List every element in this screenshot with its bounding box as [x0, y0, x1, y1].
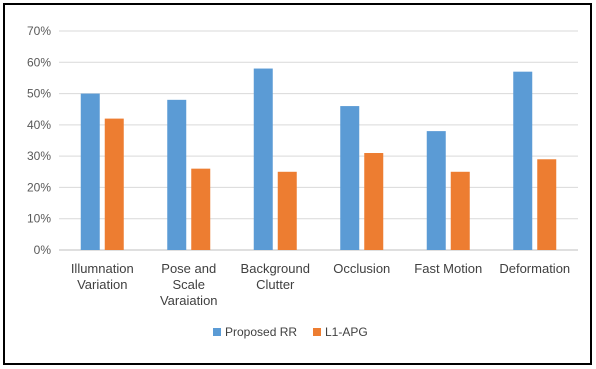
x-tick-label-line: Variation: [77, 277, 127, 292]
y-tick-label: 20%: [27, 180, 51, 194]
bar-proposed-rr: [253, 68, 273, 251]
x-tick-label: Deformation: [499, 261, 570, 276]
y-tick-label: 10%: [27, 212, 51, 226]
x-tick-label: Fast Motion: [414, 261, 482, 276]
legend-label: L1-APG: [325, 325, 368, 339]
x-tick-label: Occlusion: [333, 261, 390, 276]
y-tick-label: 0%: [34, 243, 52, 257]
x-tick-label-line: Scale: [172, 277, 205, 292]
x-tick-label-line: Pose and: [161, 261, 216, 276]
x-tick-label: Illumnation Variation: [71, 261, 134, 292]
bar-l1-apg: [191, 168, 211, 250]
y-tick-label: 50%: [27, 87, 51, 101]
legend-swatch: [213, 328, 221, 336]
bar-proposed-rr: [80, 93, 100, 250]
bar-l1-apg: [104, 118, 124, 250]
chart-frame: [3, 3, 592, 365]
bar-l1-apg: [277, 171, 297, 250]
bar-proposed-rr: [513, 71, 533, 251]
y-tick-label: 40%: [27, 118, 51, 132]
bar-l1-apg: [364, 153, 384, 250]
y-tick-label: 60%: [27, 55, 51, 69]
legend-label: Proposed RR: [225, 325, 297, 339]
bar-l1-apg: [450, 171, 470, 250]
bar-proposed-rr: [167, 99, 187, 250]
x-tick-label-line: Occlusion: [333, 261, 390, 276]
x-tick-label: Background Clutter: [241, 261, 310, 292]
y-tick-label: 30%: [27, 149, 51, 163]
legend-swatch: [313, 328, 321, 336]
bar-proposed-rr: [426, 131, 446, 250]
y-tick-label: 70%: [27, 24, 51, 38]
x-tick-label-line: Illumnation: [71, 261, 134, 276]
x-tick-label-line: Background: [241, 261, 310, 276]
x-tick-label-line: Fast Motion: [414, 261, 482, 276]
bar-proposed-rr: [340, 106, 360, 250]
x-tick-label: Pose and Scale Varaiation: [160, 261, 218, 308]
x-tick-label-line: Clutter: [256, 277, 295, 292]
x-tick-label-line: Varaiation: [160, 293, 218, 308]
x-tick-label-line: Deformation: [499, 261, 570, 276]
bar-l1-apg: [537, 159, 557, 250]
